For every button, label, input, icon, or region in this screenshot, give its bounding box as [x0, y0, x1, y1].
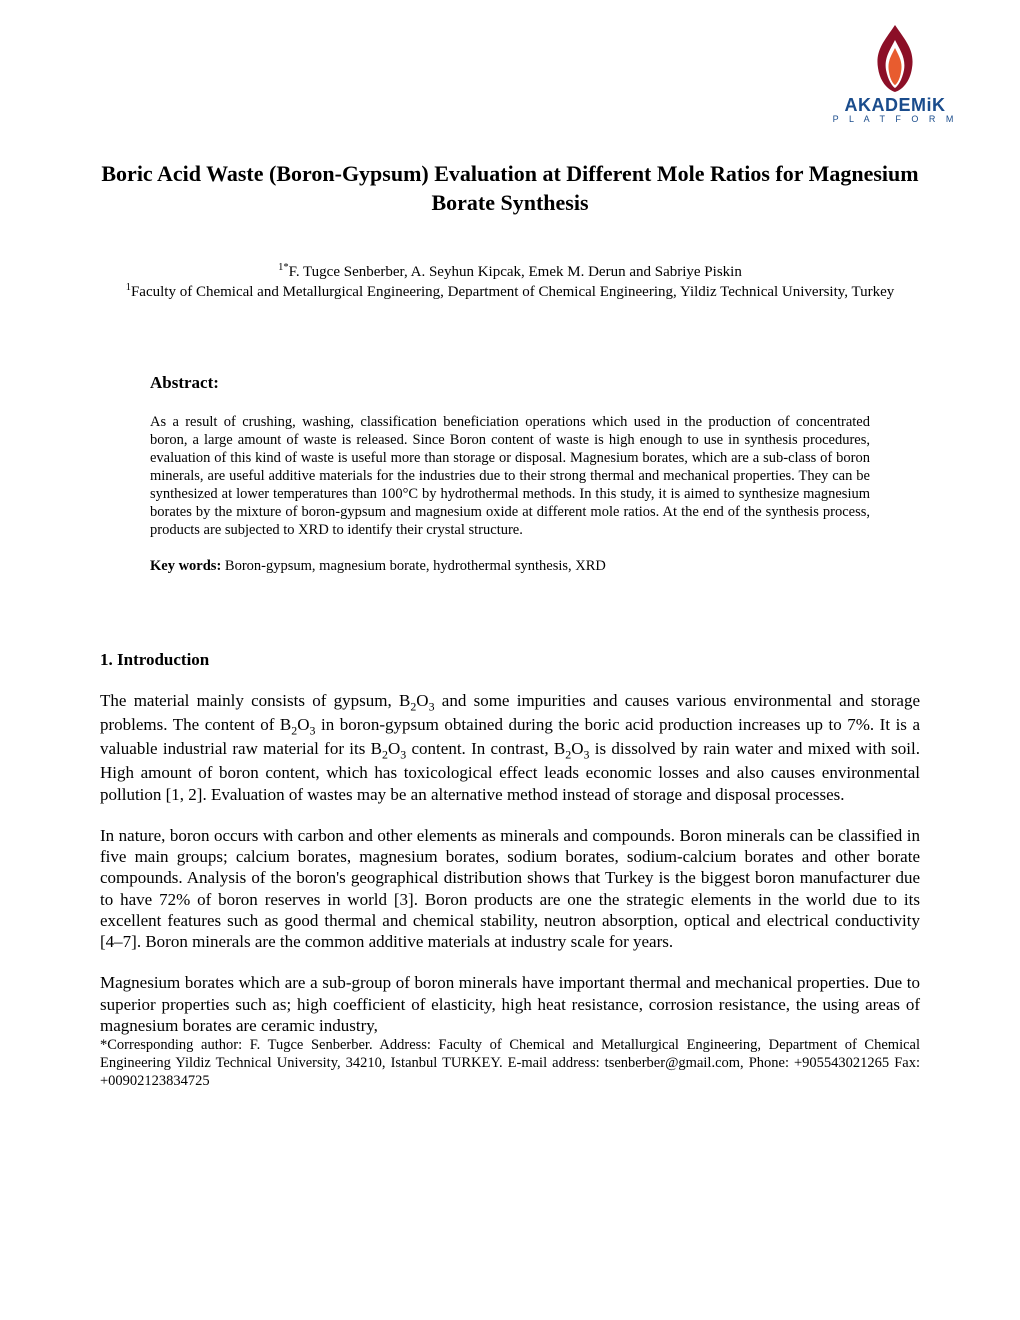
- publisher-logo: AKADEMiK P L A T F O R M: [830, 20, 960, 124]
- p1-d: O: [297, 715, 309, 734]
- p1-h: O: [571, 739, 583, 758]
- authors-names: F. Tugce Senberber, A. Seyhun Kipcak, Em…: [289, 264, 742, 280]
- affiliation-text: Faculty of Chemical and Metallurgical En…: [131, 284, 894, 300]
- p1-g: content. In contrast, B: [406, 739, 565, 758]
- keywords-line: Key words: Boron-gypsum, magnesium borat…: [150, 558, 870, 575]
- intro-paragraph-3: Magnesium borates which are a sub-group …: [100, 972, 920, 1036]
- p1-b: O: [416, 691, 428, 710]
- logo-text-secondary: P L A T F O R M: [830, 114, 960, 124]
- corresponding-author-footer: *Corresponding author: F. Tugce Senberbe…: [100, 1036, 920, 1090]
- p1-a: The material mainly consists of gypsum, …: [100, 691, 410, 710]
- abstract-block: Abstract: As a result of crushing, washi…: [150, 373, 870, 575]
- flame-icon: [860, 20, 930, 95]
- logo-text-primary: AKADEMiK: [830, 95, 960, 116]
- intro-paragraph-2: In nature, boron occurs with carbon and …: [100, 825, 920, 953]
- keywords-label: Key words:: [150, 558, 221, 574]
- paper-title: Boric Acid Waste (Boron-Gypsum) Evaluati…: [100, 160, 920, 217]
- affiliation-line: 1Faculty of Chemical and Metallurgical E…: [100, 281, 920, 303]
- p1-f: O: [388, 739, 400, 758]
- intro-paragraph-1: The material mainly consists of gypsum, …: [100, 690, 920, 805]
- authors-line: 1*F. Tugce Senberber, A. Seyhun Kipcak, …: [100, 262, 920, 281]
- section-heading-intro: 1. Introduction: [100, 650, 920, 670]
- author-sup: 1*: [278, 262, 289, 273]
- keywords-text: Boron-gypsum, magnesium borate, hydrothe…: [221, 558, 606, 574]
- abstract-text: As a result of crushing, washing, classi…: [150, 413, 870, 540]
- abstract-heading: Abstract:: [150, 373, 870, 393]
